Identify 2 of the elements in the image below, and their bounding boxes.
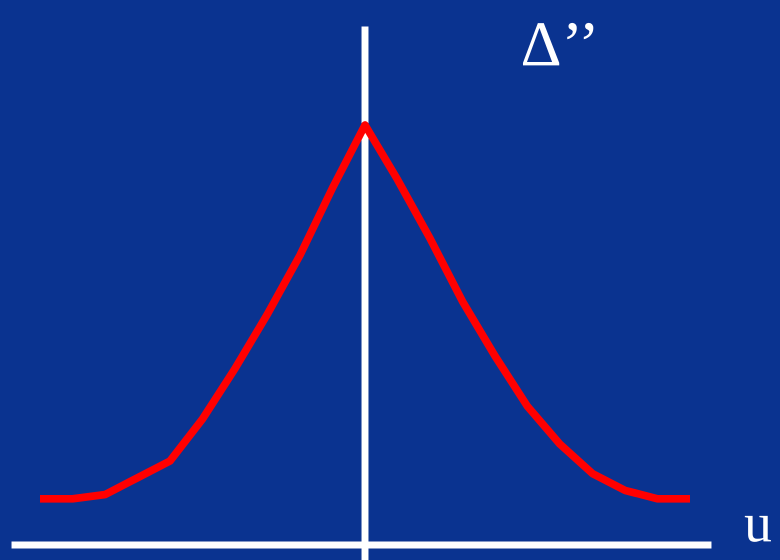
y-axis-title: Δ’’ <box>522 22 594 66</box>
x-axis-title: u <box>744 516 771 542</box>
